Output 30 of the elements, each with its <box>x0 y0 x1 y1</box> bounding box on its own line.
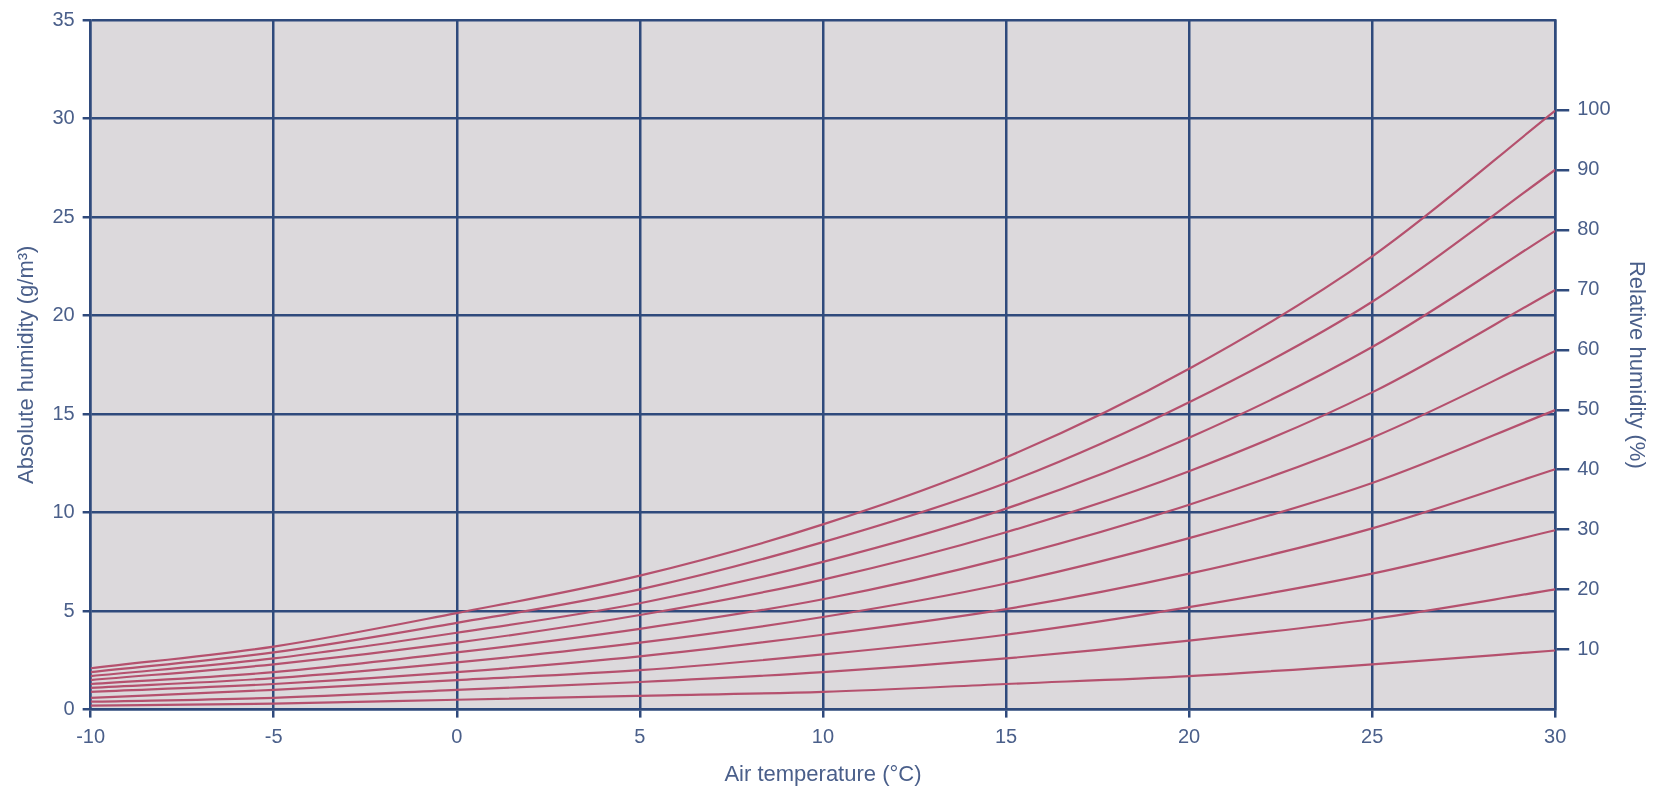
x-tick-label: 25 <box>1361 725 1384 748</box>
y-tick-label: 10 <box>52 500 75 523</box>
y2-tick-label: 10 <box>1577 637 1600 660</box>
y-tick-label: 20 <box>52 303 75 326</box>
x-tick-label: 30 <box>1544 725 1567 748</box>
x-tick-label: 20 <box>1177 725 1201 748</box>
x-tick-label: 0 <box>451 725 463 748</box>
y2-tick-label: 100 <box>1577 97 1611 120</box>
y-tick-label: 25 <box>52 204 75 227</box>
y2-tick-label: 80 <box>1577 217 1600 240</box>
y2-tick-label: 40 <box>1577 457 1600 480</box>
x-tick-label: 10 <box>811 725 835 748</box>
y2-tick-label: 60 <box>1577 337 1600 360</box>
y-axis-title: Absolute humidity (g/m³) <box>13 245 39 485</box>
x-tick-label: -5 <box>264 725 283 748</box>
y2-tick-label: 70 <box>1577 277 1600 300</box>
y2-tick-label: 50 <box>1577 397 1600 420</box>
y2-tick-label: 90 <box>1577 157 1600 180</box>
y2-tick-label: 30 <box>1577 517 1600 540</box>
x-tick-label: -10 <box>76 725 106 748</box>
y-tick-label: 35 <box>52 7 75 30</box>
y-tick-label: 5 <box>63 598 75 621</box>
x-axis-title: Air temperature (°C) <box>724 760 922 786</box>
x-tick-label: 5 <box>634 725 646 748</box>
x-tick-label: 15 <box>994 725 1018 748</box>
y-tick-label: 30 <box>52 106 75 129</box>
y2-tick-label: 20 <box>1577 577 1600 600</box>
y-tick-label: 0 <box>63 697 75 720</box>
y2-axis-title: Relative humidity (%) <box>1624 260 1650 469</box>
y-tick-label: 15 <box>52 401 75 424</box>
